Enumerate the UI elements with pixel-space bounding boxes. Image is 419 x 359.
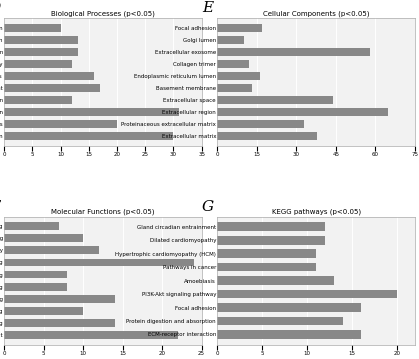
Bar — [4, 72, 94, 80]
Bar — [4, 234, 83, 242]
Bar — [217, 84, 252, 92]
Bar — [217, 317, 343, 325]
Bar — [217, 96, 333, 104]
Text: E: E — [202, 1, 213, 15]
Bar — [4, 222, 59, 230]
Bar — [217, 24, 262, 32]
Title: Cellular Components (p<0.05): Cellular Components (p<0.05) — [263, 10, 370, 17]
Bar — [217, 222, 325, 231]
Bar — [217, 303, 361, 312]
Bar — [217, 263, 316, 271]
Bar — [4, 60, 72, 68]
Bar — [217, 276, 334, 285]
Bar — [4, 120, 117, 128]
Bar — [217, 132, 318, 140]
Bar — [4, 96, 72, 104]
Bar — [4, 24, 61, 32]
Bar — [217, 48, 370, 56]
Bar — [217, 290, 397, 298]
Bar — [4, 132, 173, 140]
Bar — [4, 84, 100, 92]
Bar — [217, 236, 325, 244]
Bar — [4, 331, 178, 339]
Bar — [4, 319, 115, 327]
Title: KEGG pathways (p<0.05): KEGG pathways (p<0.05) — [272, 209, 361, 215]
Bar — [4, 247, 99, 254]
Text: G: G — [201, 200, 213, 214]
Bar — [217, 72, 259, 80]
Bar — [4, 36, 78, 44]
Bar — [217, 36, 244, 44]
Bar — [217, 60, 249, 68]
Bar — [4, 271, 67, 279]
Bar — [217, 249, 316, 258]
Bar — [217, 108, 388, 116]
Bar — [4, 48, 78, 56]
Bar — [4, 258, 194, 266]
Bar — [4, 283, 67, 290]
Bar — [4, 307, 83, 315]
Bar — [4, 108, 179, 116]
Bar — [217, 120, 304, 128]
Title: Molecular Functions (p<0.05): Molecular Functions (p<0.05) — [51, 209, 155, 215]
Bar — [217, 330, 361, 339]
Title: Biological Processes (p<0.05): Biological Processes (p<0.05) — [51, 10, 155, 17]
Bar — [4, 295, 115, 303]
